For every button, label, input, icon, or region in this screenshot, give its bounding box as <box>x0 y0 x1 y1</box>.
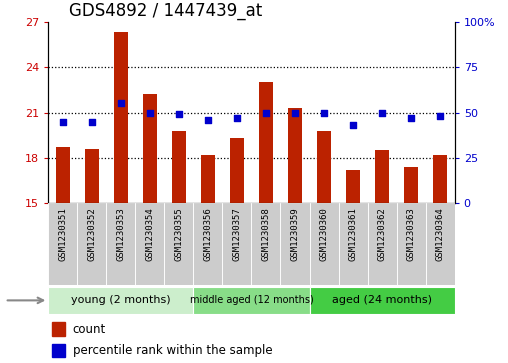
Bar <box>165 203 194 285</box>
Text: percentile rank within the sample: percentile rank within the sample <box>73 344 272 357</box>
Bar <box>194 203 223 285</box>
Bar <box>114 32 128 203</box>
Bar <box>309 203 338 285</box>
Bar <box>201 155 215 203</box>
Text: middle aged (12 months): middle aged (12 months) <box>189 295 313 305</box>
Bar <box>135 203 165 285</box>
Bar <box>251 203 280 285</box>
Bar <box>375 150 389 203</box>
Bar <box>309 287 455 314</box>
Bar <box>55 147 70 203</box>
Text: GSM1230362: GSM1230362 <box>377 207 387 261</box>
Point <box>204 117 212 123</box>
Bar <box>280 203 309 285</box>
Text: GSM1230355: GSM1230355 <box>174 207 183 261</box>
Point <box>59 119 67 125</box>
Text: GSM1230359: GSM1230359 <box>291 207 300 261</box>
Text: count: count <box>73 322 106 335</box>
Point <box>436 113 444 119</box>
Text: GSM1230361: GSM1230361 <box>348 207 358 261</box>
Bar <box>84 149 99 203</box>
Bar <box>346 170 360 203</box>
Point <box>262 110 270 115</box>
Point <box>320 110 328 115</box>
Bar <box>52 344 65 357</box>
Bar <box>288 108 302 203</box>
Bar <box>194 287 309 314</box>
Point <box>291 110 299 115</box>
Text: GSM1230353: GSM1230353 <box>116 207 125 261</box>
Point <box>146 110 154 115</box>
Point <box>349 122 357 128</box>
Text: aged (24 months): aged (24 months) <box>332 295 432 305</box>
Point <box>233 115 241 121</box>
Point <box>175 111 183 117</box>
Bar <box>368 203 397 285</box>
Bar <box>172 131 186 203</box>
Text: GSM1230357: GSM1230357 <box>233 207 241 261</box>
Bar <box>77 203 106 285</box>
Point <box>88 119 96 125</box>
Text: GSM1230358: GSM1230358 <box>262 207 270 261</box>
Bar <box>48 287 194 314</box>
Bar <box>404 167 419 203</box>
Point <box>407 115 415 121</box>
Bar <box>338 203 368 285</box>
Bar <box>106 203 135 285</box>
Text: GSM1230354: GSM1230354 <box>145 207 154 261</box>
Bar <box>143 94 157 203</box>
Bar <box>52 322 65 336</box>
Text: GSM1230356: GSM1230356 <box>203 207 212 261</box>
Bar <box>223 203 251 285</box>
Text: GSM1230352: GSM1230352 <box>87 207 97 261</box>
Text: GSM1230360: GSM1230360 <box>320 207 329 261</box>
Bar <box>317 131 331 203</box>
Bar <box>230 138 244 203</box>
Text: GSM1230364: GSM1230364 <box>436 207 444 261</box>
Bar <box>426 203 455 285</box>
Bar <box>48 203 77 285</box>
Text: young (2 months): young (2 months) <box>71 295 171 305</box>
Text: GSM1230363: GSM1230363 <box>406 207 416 261</box>
Text: GDS4892 / 1447439_at: GDS4892 / 1447439_at <box>69 3 262 20</box>
Text: GSM1230351: GSM1230351 <box>58 207 67 261</box>
Bar <box>397 203 426 285</box>
Bar <box>259 82 273 203</box>
Bar <box>433 155 448 203</box>
Point <box>117 101 125 106</box>
Point <box>378 110 386 115</box>
